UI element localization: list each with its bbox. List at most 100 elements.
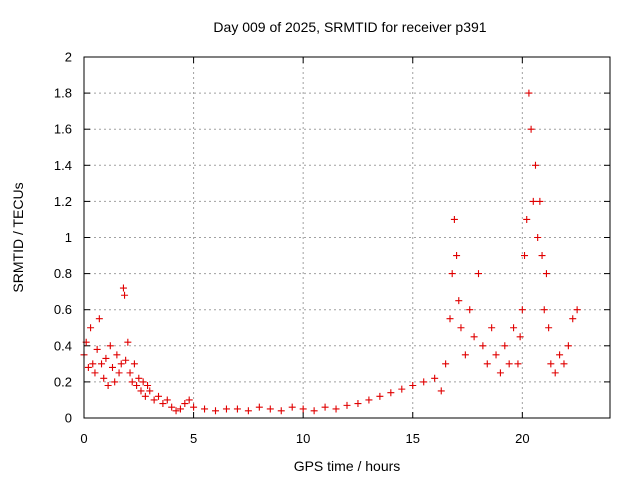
data-point bbox=[510, 324, 518, 332]
data-point bbox=[431, 374, 439, 382]
data-point bbox=[569, 315, 577, 323]
data-point bbox=[233, 405, 241, 413]
data-point bbox=[146, 387, 154, 395]
y-tick-label: 0.4 bbox=[54, 338, 72, 353]
data-point bbox=[89, 360, 97, 368]
data-point bbox=[124, 338, 132, 346]
data-point bbox=[573, 306, 581, 314]
data-point bbox=[409, 382, 417, 390]
data-point bbox=[185, 396, 193, 404]
data-point bbox=[538, 252, 546, 260]
data-point bbox=[168, 403, 176, 411]
data-point bbox=[201, 405, 209, 413]
y-tick-label: 0.2 bbox=[54, 374, 72, 389]
data-point bbox=[448, 270, 456, 278]
grid-lines bbox=[84, 57, 610, 418]
data-point bbox=[420, 378, 428, 386]
data-point bbox=[244, 407, 252, 415]
data-point bbox=[376, 392, 384, 400]
data-point bbox=[150, 396, 158, 404]
data-point bbox=[387, 389, 395, 397]
data-point bbox=[529, 197, 537, 205]
data-point bbox=[516, 333, 524, 341]
data-point bbox=[505, 360, 513, 368]
data-point bbox=[531, 161, 539, 169]
data-point bbox=[446, 315, 454, 323]
data-point bbox=[104, 382, 112, 390]
data-point bbox=[135, 374, 143, 382]
data-point bbox=[98, 360, 106, 368]
data-point bbox=[514, 360, 522, 368]
data-point bbox=[496, 369, 504, 377]
data-point bbox=[121, 291, 129, 299]
data-point bbox=[310, 407, 318, 415]
data-point bbox=[560, 360, 568, 368]
data-point bbox=[141, 392, 149, 400]
data-point bbox=[212, 407, 219, 415]
y-tick-label: 2 bbox=[65, 50, 72, 65]
data-point bbox=[343, 401, 351, 409]
data-point bbox=[87, 324, 95, 332]
data-point bbox=[332, 405, 340, 413]
data-point bbox=[126, 369, 134, 377]
data-point bbox=[479, 342, 487, 350]
data-point bbox=[266, 405, 274, 413]
data-point bbox=[176, 405, 184, 413]
data-point bbox=[450, 215, 458, 223]
y-tick-label: 0.8 bbox=[54, 266, 72, 281]
data-point bbox=[93, 345, 101, 353]
x-tick-label: 20 bbox=[515, 431, 529, 446]
data-point bbox=[91, 369, 99, 377]
series-srmtid bbox=[80, 89, 581, 415]
x-tick-label: 10 bbox=[296, 431, 310, 446]
data-point bbox=[102, 354, 110, 362]
data-point bbox=[159, 400, 167, 408]
data-point bbox=[470, 333, 478, 341]
data-point bbox=[483, 360, 491, 368]
data-point bbox=[437, 387, 445, 395]
data-point bbox=[523, 215, 531, 223]
chart-title: Day 009 of 2025, SRMTID for receiver p39… bbox=[213, 19, 486, 35]
data-point bbox=[190, 403, 198, 411]
data-point bbox=[137, 387, 145, 395]
data-point bbox=[547, 360, 555, 368]
data-point bbox=[255, 403, 263, 411]
data-point bbox=[466, 306, 474, 314]
data-point bbox=[139, 378, 147, 386]
data-point bbox=[119, 284, 127, 292]
y-tick-label: 1.2 bbox=[54, 194, 72, 209]
data-point bbox=[442, 360, 450, 368]
data-point bbox=[501, 342, 509, 350]
data-point bbox=[455, 297, 463, 305]
data-point bbox=[122, 356, 130, 364]
data-point bbox=[536, 197, 544, 205]
data-point bbox=[222, 405, 230, 413]
data-point bbox=[540, 306, 548, 314]
data-point bbox=[453, 252, 461, 260]
data-point bbox=[144, 382, 152, 390]
data-point bbox=[521, 252, 529, 260]
data-point bbox=[545, 324, 553, 332]
data-point bbox=[84, 363, 92, 371]
data-point bbox=[299, 405, 307, 413]
data-point bbox=[288, 403, 296, 411]
y-tick-label: 1.6 bbox=[54, 122, 72, 137]
x-axis-label: GPS time / hours bbox=[294, 458, 401, 474]
data-point bbox=[113, 351, 121, 359]
tick-labels: 00.20.40.60.811.21.41.61.820 5 10 15 20 bbox=[54, 50, 530, 447]
data-points bbox=[80, 89, 581, 415]
data-point bbox=[556, 351, 564, 359]
data-point bbox=[321, 403, 329, 411]
data-point bbox=[106, 342, 114, 350]
data-point bbox=[534, 234, 542, 241]
data-point bbox=[365, 396, 373, 404]
data-point bbox=[475, 270, 482, 278]
plot-frame bbox=[83, 56, 611, 419]
y-tick-label: 0.6 bbox=[54, 302, 72, 317]
data-point bbox=[163, 396, 171, 404]
y-axis-label: SRMTID / TECUs bbox=[10, 182, 26, 292]
x-tick-label: 0 bbox=[80, 431, 87, 446]
y-tick-label: 1 bbox=[65, 230, 72, 245]
y-tick-label: 1.8 bbox=[54, 86, 72, 101]
